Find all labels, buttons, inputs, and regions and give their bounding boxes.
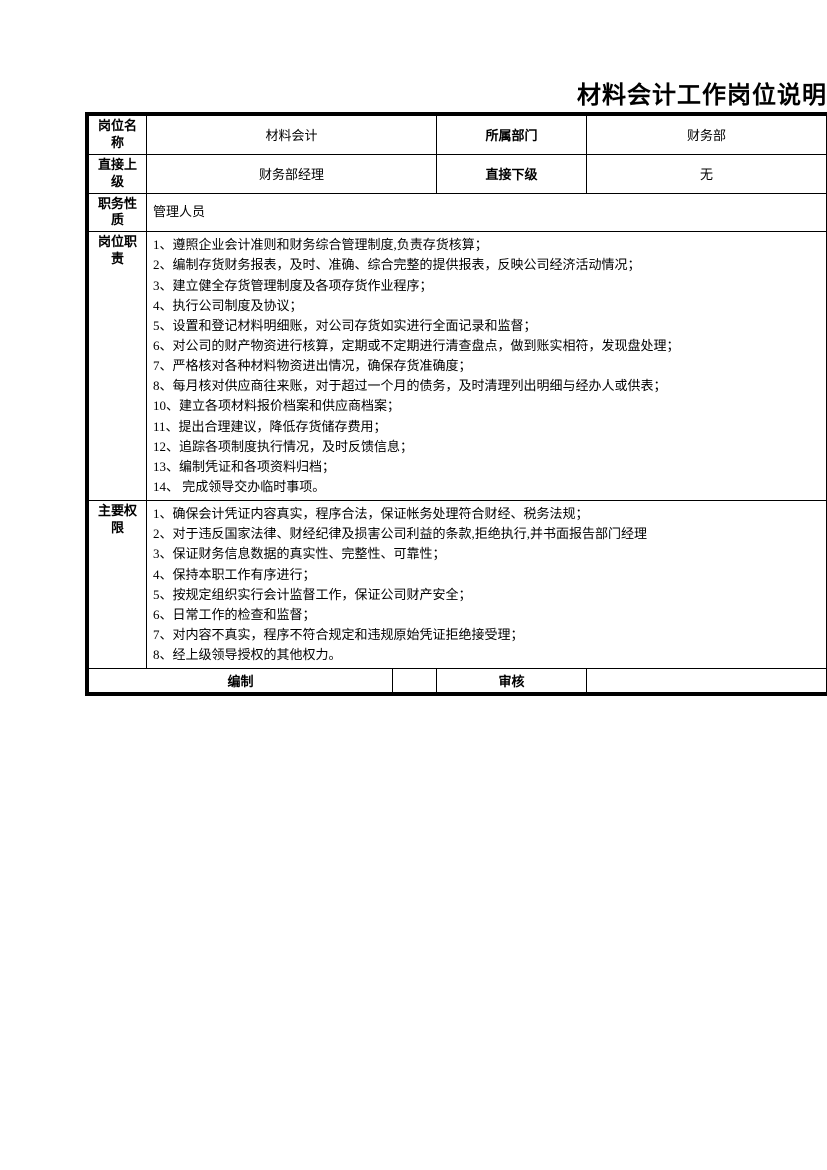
value-reviewed-by: [587, 669, 827, 693]
value-compiled-by: [393, 669, 437, 693]
row-supervisor: 直接上级 财务部经理 直接下级 无: [89, 154, 827, 193]
label-subordinate: 直接下级: [437, 154, 587, 193]
label-responsibilities: 岗位职责: [89, 232, 147, 501]
label-job-nature: 职务性质: [89, 193, 147, 232]
label-authority: 主要权限: [89, 501, 147, 669]
row-footer: 编制 审核: [89, 669, 827, 693]
label-compiled-by: 编制: [89, 669, 393, 693]
value-subordinate: 无: [587, 154, 827, 193]
value-position-name: 材料会计: [147, 116, 437, 155]
page-title: 材料会计工作岗位说明: [85, 75, 827, 110]
value-responsibilities: 1、遵照企业会计准则和财务综合管理制度,负责存货核算； 2、编制存货财务报表，及…: [147, 232, 827, 501]
row-position-name: 岗位名称 材料会计 所属部门 财务部: [89, 116, 827, 155]
label-position-name: 岗位名称: [89, 116, 147, 155]
row-job-nature: 职务性质 管理人员: [89, 193, 827, 232]
value-supervisor: 财务部经理: [147, 154, 437, 193]
label-department: 所属部门: [437, 116, 587, 155]
value-authority: 1、确保会计凭证内容真实，程序合法，保证帐务处理符合财经、税务法规； 2、对于违…: [147, 501, 827, 669]
label-reviewed-by: 审核: [437, 669, 587, 693]
value-department: 财务部: [587, 116, 827, 155]
value-job-nature: 管理人员: [147, 193, 827, 232]
row-responsibilities: 岗位职责 1、遵照企业会计准则和财务综合管理制度,负责存货核算； 2、编制存货财…: [89, 232, 827, 501]
label-supervisor: 直接上级: [89, 154, 147, 193]
job-description-table: 岗位名称 材料会计 所属部门 财务部 直接上级 财务部经理 直接下级 无 职务性…: [85, 112, 827, 696]
row-authority: 主要权限 1、确保会计凭证内容真实，程序合法，保证帐务处理符合财经、税务法规； …: [89, 501, 827, 669]
